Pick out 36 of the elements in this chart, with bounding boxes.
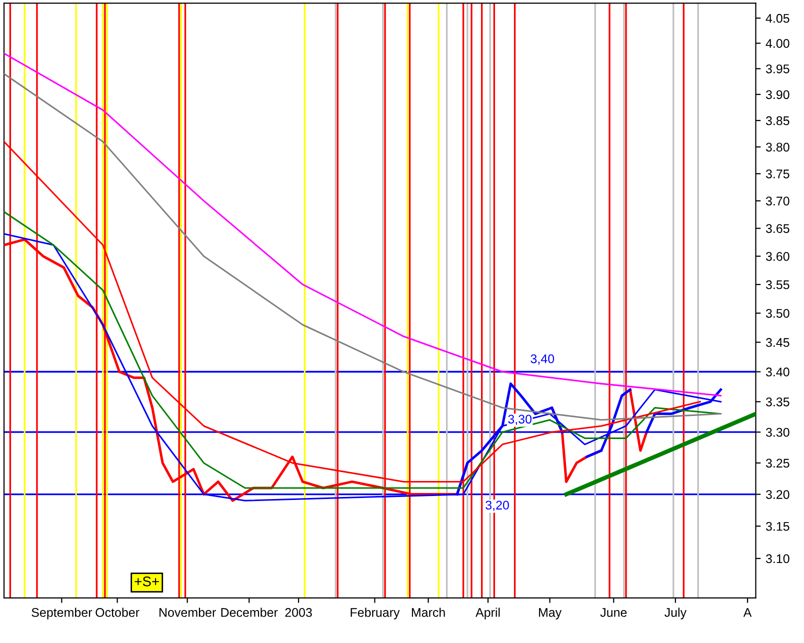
y-tick-label: 3.30 [766, 428, 790, 437]
y-tick-label: 3.95 [766, 64, 790, 74]
y-tick-label: 3.10 [766, 554, 790, 564]
x-tick-label: July [664, 608, 687, 620]
x-tick-label: December [221, 608, 278, 617]
x-tick-label: A [743, 608, 752, 617]
x-tick-label: November [160, 608, 216, 617]
y-tick-label: 3.90 [766, 90, 790, 100]
y-tick-label: 3.80 [766, 142, 790, 152]
y-tick-label: 3.20 [766, 490, 790, 499]
y-tick-label: 3.40 [766, 368, 790, 376]
ref-line-label: 3,40 [530, 354, 554, 365]
y-tick-label: 3.75 [766, 170, 790, 178]
y-tick-label: 3.50 [766, 308, 790, 318]
x-tick-label: March [412, 608, 445, 617]
y-tick-label: 3.15 [766, 522, 790, 531]
ref-line-label: 3,20 [486, 500, 509, 512]
y-tick-label: 3.85 [766, 116, 790, 126]
y-tick-label: 3.45 [766, 338, 790, 347]
y-tick-label: 3.35 [766, 398, 790, 406]
x-tick-label: 2003 [285, 608, 312, 617]
y-tick-label: 3.55 [766, 280, 790, 290]
y-tick-label: 4.00 [766, 39, 790, 48]
y-tick-label: 3.25 [766, 458, 790, 468]
x-tick-label: February [350, 608, 400, 620]
x-tick-label: April [476, 608, 500, 620]
y-tick-label: 3.70 [766, 196, 790, 206]
x-tick-label: September [32, 608, 92, 620]
annotation: +S+ [134, 576, 159, 586]
y-tick-label: 3.60 [766, 252, 790, 261]
x-tick-label: May [539, 608, 562, 620]
x-tick-label: October [96, 608, 140, 617]
y-tick-label: 3.65 [766, 224, 790, 233]
y-tick-label: 4.05 [766, 14, 790, 23]
x-tick-label: June [600, 608, 627, 617]
ref-line-label: 3,30 [508, 414, 532, 426]
